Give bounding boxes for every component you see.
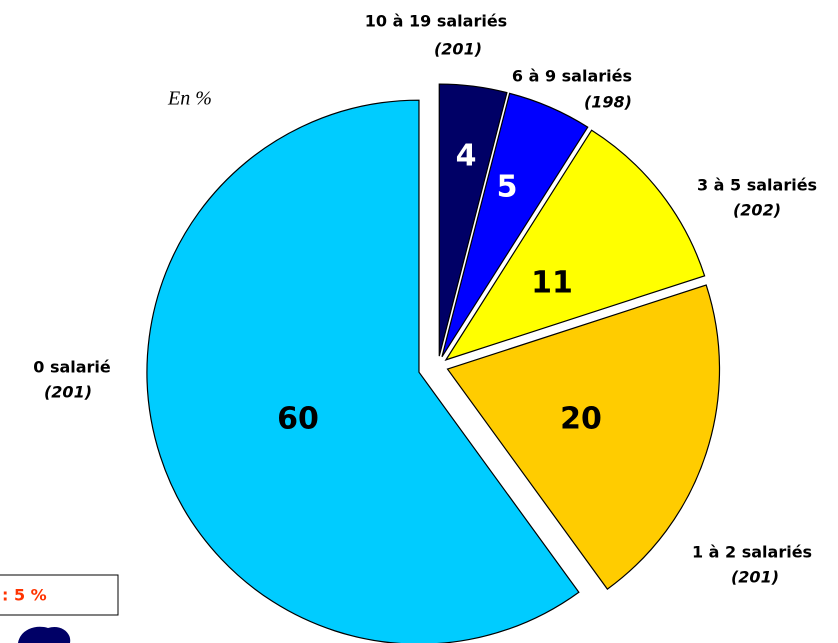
value-label: 20 — [560, 402, 602, 437]
value-label: 60 — [277, 402, 319, 437]
pie-slice — [444, 129, 706, 361]
category-label: 10 à 19 salariés — [365, 12, 507, 31]
value-label: 11 — [531, 266, 573, 301]
category-label: 1 à 2 salariés — [692, 543, 812, 562]
note-box — [0, 574, 119, 616]
count-label: (202) — [733, 201, 781, 220]
pie-slice — [446, 284, 721, 590]
value-label: 4 — [456, 139, 477, 174]
pie-slice — [441, 92, 589, 358]
value-label: 5 — [497, 170, 518, 205]
pie-slice — [146, 99, 580, 643]
category-label: 3 à 5 salariés — [697, 176, 817, 195]
count-label: (201) — [731, 568, 779, 587]
category-label: 6 à 9 salariés — [512, 67, 632, 86]
count-label: (198) — [584, 93, 632, 112]
count-label: (201) — [434, 40, 482, 59]
count-label: (201) — [44, 383, 92, 402]
category-label: 0 salarié — [33, 358, 111, 377]
logo-fragment — [18, 626, 71, 643]
note: : 5 % — [2, 586, 47, 605]
pie-slice — [438, 83, 508, 357]
annotation: En % — [167, 88, 212, 110]
